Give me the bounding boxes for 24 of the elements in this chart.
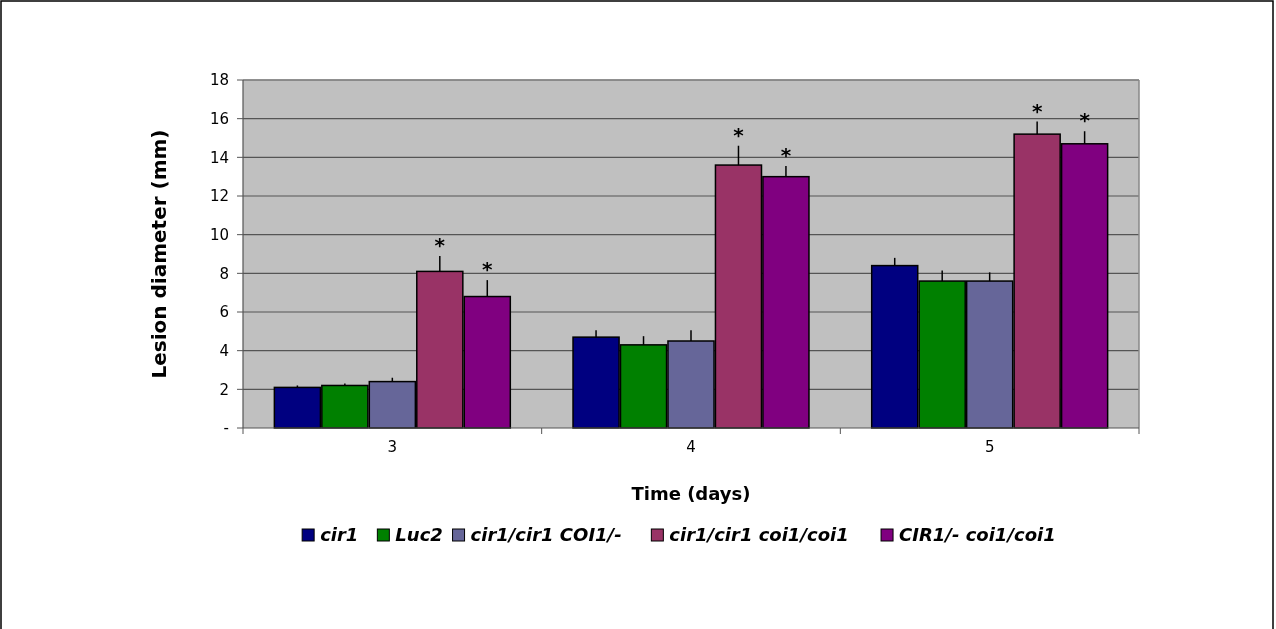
y-tick-label: 6 <box>219 303 229 322</box>
legend-label: cir1/cir1 COI1/- <box>470 524 622 545</box>
legend-label: Luc2 <box>395 524 443 545</box>
x-tick-label: 4 <box>686 438 696 456</box>
data-label: * <box>1031 98 1043 123</box>
y-tick-label: 10 <box>209 225 229 244</box>
y-tick-label: - <box>223 419 229 438</box>
legend-label: CIR1/- coi1/coi1 <box>899 524 1056 545</box>
y-tick-label: 8 <box>219 264 229 283</box>
y-axis-title: Lesion diameter (mm) <box>147 129 171 379</box>
y-tick-label: 2 <box>219 380 229 399</box>
x-tick-label: 5 <box>984 438 995 456</box>
data-label: * <box>733 122 745 147</box>
legend-label: cir1/cir1 coi1/coi1 <box>669 524 849 545</box>
legend-label: cir1 <box>320 524 359 545</box>
data-label: * <box>434 232 446 257</box>
data-label: * <box>482 257 494 282</box>
y-tick-label: 12 <box>209 187 229 206</box>
x-axis-title: Time (days) <box>631 483 751 504</box>
y-tick-label: 4 <box>219 341 229 360</box>
y-tick-label: 14 <box>209 148 229 167</box>
y-tick-label: 16 <box>209 109 229 128</box>
y-tick-label: 18 <box>209 71 229 90</box>
x-tick-label: 3 <box>387 438 398 456</box>
